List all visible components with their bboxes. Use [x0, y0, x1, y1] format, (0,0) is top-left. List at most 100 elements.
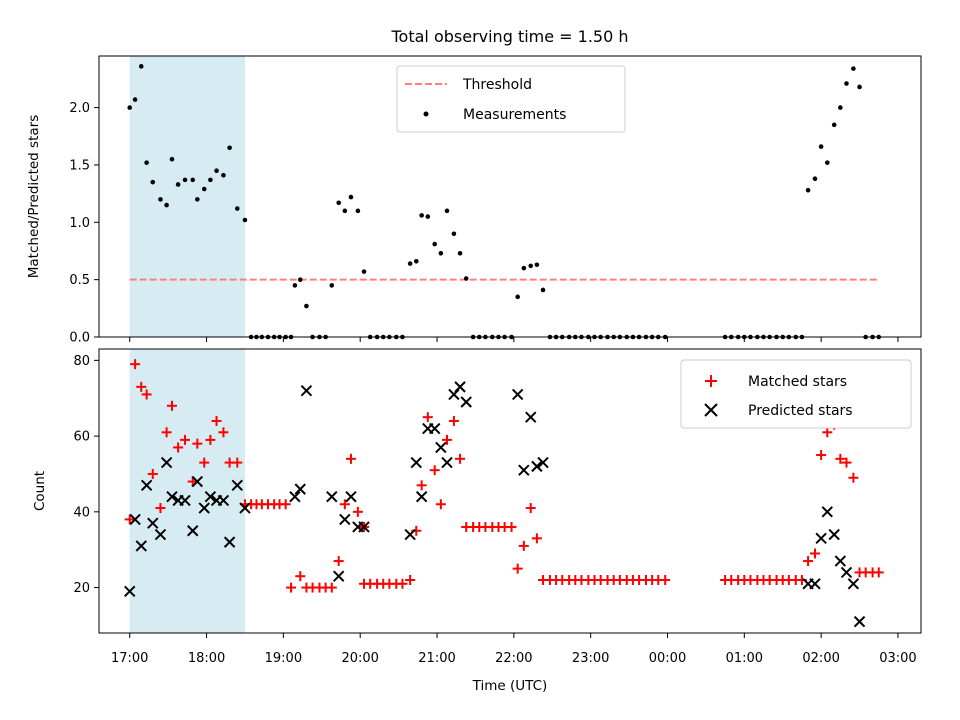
matched-point	[339, 499, 350, 510]
y-tick-label: 80	[73, 354, 90, 369]
predicted-point	[204, 490, 217, 503]
predicted-point	[358, 521, 370, 533]
predicted-point-b	[435, 441, 447, 454]
matched-point	[166, 400, 177, 411]
predicted-point	[239, 502, 251, 514]
predicted-point-b	[460, 396, 472, 408]
matched-point	[326, 582, 337, 593]
predicted-point-b	[129, 513, 141, 526]
x-axis-label: Time (UTC)	[472, 678, 548, 694]
predicted-point-b	[345, 490, 357, 503]
matched-point	[124, 514, 135, 525]
x-tick-label: 18:00	[188, 651, 225, 666]
x-tick-label: 23:00	[572, 651, 609, 666]
matched-point	[173, 442, 184, 453]
matched-point	[525, 503, 536, 514]
predicted-point-b	[518, 464, 530, 476]
predicted-point	[441, 456, 453, 469]
predicted-point	[410, 456, 422, 469]
measurement-point	[413, 259, 419, 264]
matched-point	[448, 415, 459, 426]
matched-point	[455, 453, 466, 464]
predicted-point-b	[415, 490, 428, 503]
legend-matched-swatch	[705, 375, 717, 387]
measurement-point	[169, 156, 175, 162]
bottom-panel: 20 40 60 80 17:00 18:00 19:00 20:00 21:00 22:00 2…	[32, 348, 922, 694]
predicted-point	[339, 513, 351, 526]
matched-point	[345, 453, 356, 464]
measurements-layer	[127, 64, 882, 340]
matched-point	[333, 556, 344, 567]
predicted-point	[404, 528, 416, 541]
predicted-point-b	[429, 422, 441, 435]
predicted-point-b	[223, 536, 236, 548]
predicted-point	[815, 532, 827, 545]
measurement-point	[242, 217, 248, 223]
matched-point	[822, 427, 833, 438]
predicted-point-b	[289, 490, 301, 503]
measurement-point	[407, 261, 413, 266]
predicted-point-b	[531, 460, 543, 473]
measurement-point	[348, 194, 354, 200]
y-ticks: 0.0 0.5 1.0 1.5 2.0	[69, 101, 99, 346]
predicted-point-b	[809, 578, 821, 590]
measurement-point	[528, 263, 534, 269]
predicted-point	[537, 456, 549, 469]
predicted-layer	[124, 381, 866, 628]
matched-point	[422, 412, 433, 423]
matched-point	[835, 453, 846, 464]
x-tick-label: 20:00	[341, 651, 378, 666]
measurement-point	[824, 160, 830, 165]
matched-point	[442, 434, 453, 445]
measurement-point	[831, 122, 837, 128]
legend: Matched stars Predicted stars	[680, 359, 912, 429]
matched-point	[280, 499, 291, 510]
predicted-point	[198, 502, 210, 514]
x-tick-label: 21:00	[418, 651, 455, 666]
predicted-point	[821, 506, 833, 518]
x-tick-label: 22:00	[495, 651, 532, 666]
matched-point	[435, 499, 446, 510]
predicted-point-b	[404, 528, 416, 541]
matched-point	[518, 540, 529, 551]
y-tick-label: 0.0	[69, 331, 90, 346]
measurement-point	[175, 182, 181, 187]
predicted-point-b	[853, 615, 866, 628]
predicted-point	[332, 570, 345, 582]
predicted-point-b	[154, 528, 167, 541]
predicted-point	[140, 479, 153, 492]
predicted-point	[525, 411, 537, 423]
x-tick-label: 01:00	[726, 651, 763, 666]
predicted-point	[345, 490, 357, 503]
measurement-point	[304, 303, 309, 309]
measurement-point	[419, 213, 424, 218]
matched-point	[531, 533, 542, 544]
predicted-point	[129, 513, 141, 526]
predicted-point	[840, 566, 853, 579]
predicted-point-b	[511, 388, 524, 401]
matched-point	[205, 434, 216, 445]
legend-matched-label: Matched stars	[748, 374, 847, 390]
legend: Threshold Measurements	[396, 65, 626, 133]
predicted-point	[518, 464, 530, 476]
legend-frame	[680, 359, 912, 429]
measurement-point	[812, 176, 818, 182]
highlight-span	[129, 56, 245, 337]
predicted-point-b	[160, 456, 173, 469]
y-tick-label: 1.5	[69, 158, 90, 173]
y-tick-label: 40	[73, 505, 90, 520]
predicted-point	[166, 490, 178, 503]
y-axis-label: Matched/Predicted stars	[26, 115, 42, 278]
measurement-point	[432, 241, 438, 247]
predicted-point-b	[834, 555, 847, 567]
predicted-point-b	[326, 490, 338, 503]
x-ticks: 17:00 18:00 19:00 20:00 21:00 22:00 23:00 00:00…	[111, 633, 917, 666]
measurement-point	[457, 250, 463, 256]
matched-point	[136, 381, 147, 392]
measurement-point	[164, 202, 169, 208]
matched-point	[803, 556, 814, 567]
matched-point	[218, 427, 229, 438]
predicted-point-b	[815, 532, 827, 545]
measurement-point	[451, 231, 457, 237]
